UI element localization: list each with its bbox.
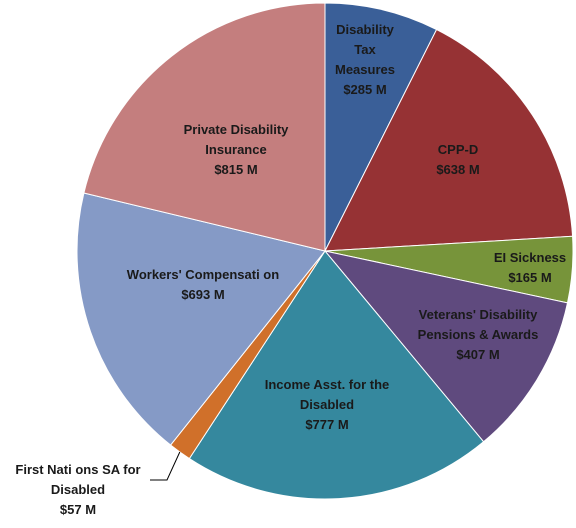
- slice-label-line: Tax: [354, 42, 376, 57]
- slice-label-line: Disabled: [300, 397, 354, 412]
- data-label-first-nations: First Nati ons SA for Disabled $57 M: [15, 462, 140, 517]
- slice-label-line: Disability: [336, 22, 395, 37]
- data-label-income-asst: Income Asst. for the Disabled $777 M: [265, 377, 389, 432]
- pie-slice-private-insurance: [83, 2, 326, 252]
- slice-label-line: Pensions & Awards: [418, 327, 539, 342]
- slice-value: $285 M: [343, 82, 386, 97]
- data-label-workers-comp: Workers' Compensati on $693 M: [127, 267, 279, 302]
- slice-label-line: First Nati ons SA for: [15, 462, 140, 477]
- slice-label-line: Measures: [335, 62, 395, 77]
- slice-value: $693 M: [181, 287, 224, 302]
- slice-value: $57 M: [60, 502, 96, 517]
- data-label-cpp-d: CPP-D $638 M: [436, 142, 479, 177]
- slice-label-line: Disabled: [51, 482, 105, 497]
- slice-label-line: CPP-D: [438, 142, 478, 157]
- slice-label-line: Veterans' Disability: [419, 307, 538, 322]
- slice-value: $815 M: [214, 162, 257, 177]
- slice-value: $777 M: [305, 417, 348, 432]
- slice-label-line: Workers' Compensati on: [127, 267, 279, 282]
- pie-slice-disability-tax: [324, 2, 438, 252]
- slice-label-line: Private Disability: [184, 122, 290, 137]
- data-label-veterans: Veterans' Disability Pensions & Awards $40…: [418, 307, 539, 362]
- slice-label-line: EI Sickness: [494, 250, 566, 265]
- pie-slice-veterans: [323, 250, 569, 443]
- pie-slice-workers-comp: [76, 192, 326, 446]
- data-label-disability-tax: Disability Tax Measures $285 M: [335, 22, 395, 97]
- slice-value: $165 M: [508, 270, 551, 285]
- pie-slice-income-asst: [188, 250, 485, 500]
- slice-label-line: Income Asst. for the: [265, 377, 389, 392]
- data-label-ei-sickness: EI Sickness $165 M: [494, 250, 566, 285]
- leader-line-first-nations: [150, 451, 181, 481]
- slice-value: $638 M: [436, 162, 479, 177]
- slice-value: $407 M: [456, 347, 499, 362]
- data-label-private-insurance: Private Disability Insurance $815 M: [184, 122, 290, 177]
- slice-label-line: Insurance: [205, 142, 266, 157]
- pie-slice-cpp-d: [324, 28, 574, 252]
